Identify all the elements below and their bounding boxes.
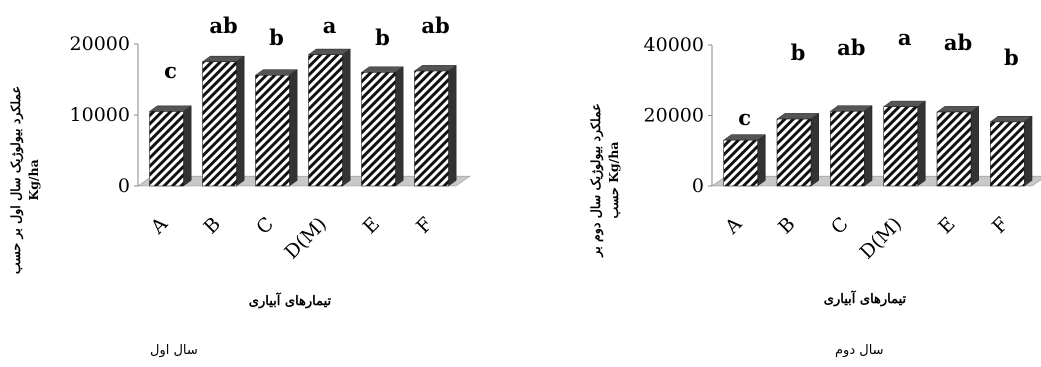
bar-front [202, 61, 237, 187]
y-tick-label: 0 [692, 175, 704, 197]
x-tick-label: F [412, 213, 437, 238]
bar-F [413, 64, 457, 187]
bar-front [883, 106, 918, 187]
y-tick-label: 40000 [644, 34, 704, 56]
bar-top [882, 100, 927, 107]
y-tick-label: 20000 [70, 33, 130, 55]
significance-letter: ab [421, 13, 449, 38]
bar-side [810, 112, 819, 187]
significance-letter: b [269, 25, 284, 50]
bar-top [254, 69, 298, 76]
bar-front [723, 139, 758, 187]
significance-letter: c [164, 58, 177, 83]
chart-year-1: 0 10000 20000 c Aab Bb Ca D(M) b Eab F عملکرد بیولو… [8, 13, 471, 309]
x-axis-title: تیمارهای آبیاری [249, 292, 332, 309]
bar-side [864, 105, 873, 187]
x-tick-label: D(M) [856, 213, 907, 264]
x-tick-label: B [200, 213, 225, 238]
x-tick-label: F [988, 213, 1013, 238]
y-axis-title: عملکرد بیولوژیک سال اول بر حسب Kg/ha [8, 86, 41, 274]
y-tick-label: 20000 [644, 105, 704, 127]
bar-front [308, 54, 343, 187]
bar-B [776, 112, 820, 187]
bar-side [289, 69, 298, 187]
bar-front [255, 74, 290, 187]
y-axis-title: عملکرد بیولوژیک سال دوم بر حسب Kg/ha [588, 103, 621, 257]
bar-front [414, 70, 449, 187]
x-tick-label: C [252, 213, 278, 239]
significance-letter: a [898, 25, 912, 50]
bar-top [776, 113, 820, 120]
bar-A [148, 105, 192, 187]
bar-E [360, 66, 404, 187]
x-tick-label: A [720, 213, 746, 239]
x-tick-label: E [359, 213, 384, 238]
bar-top [148, 105, 192, 112]
x-tick-label: A [146, 213, 172, 239]
significance-letter: a [323, 13, 337, 38]
bar-top [722, 134, 767, 141]
bar-E [936, 105, 980, 187]
bar-front [149, 111, 184, 187]
significance-letter: c [738, 105, 751, 130]
y-tick-label: 10000 [70, 104, 130, 126]
bar-C [254, 69, 298, 187]
x-tick-label: C [827, 213, 853, 239]
bar-side [757, 134, 766, 187]
bar-front [776, 118, 812, 187]
bar-side [395, 66, 404, 187]
significance-letter: b [791, 40, 806, 65]
bar-front [936, 111, 972, 187]
significance-letter: ab [837, 35, 865, 60]
bar-side [342, 48, 351, 187]
bar-B [201, 55, 245, 187]
bar-side [1024, 115, 1033, 187]
bar-F [989, 115, 1033, 187]
bar-top [201, 55, 245, 62]
x-tick-label: D(M) [280, 213, 331, 264]
bar-A [722, 134, 767, 187]
bar-C [829, 105, 873, 187]
x-axis-title: تیمارهای آبیاری [824, 290, 907, 307]
chart-year-2: 0 20000 40000 c Ab Bab Ca D(M) ab Eb F عملکرد بیولو… [588, 25, 1041, 307]
bar-side [970, 105, 979, 187]
bar-side [183, 105, 192, 187]
bar-top [936, 106, 980, 113]
significance-letter: b [1004, 45, 1019, 70]
significance-letter: b [375, 25, 390, 50]
bar-front [990, 121, 1025, 187]
bar-front [830, 110, 865, 187]
bar-D(M) [882, 100, 927, 187]
bar-side [448, 64, 457, 187]
bar-top [413, 65, 457, 72]
bar-top [829, 105, 873, 112]
bar-top [989, 115, 1033, 123]
x-tick-label: B [774, 213, 799, 238]
bar-side [236, 55, 245, 187]
bar-top [307, 48, 351, 55]
significance-letter: ab [209, 13, 237, 38]
x-tick-label: E [934, 213, 959, 238]
caption-year-2: سال دوم [835, 343, 884, 358]
bar-D(M) [307, 48, 351, 187]
significance-letter: ab [944, 30, 972, 55]
bar-front [361, 72, 396, 187]
caption-year-1: سال اول [150, 343, 198, 358]
y-tick-label: 0 [118, 175, 130, 197]
bar-top [360, 66, 404, 73]
bar-side [917, 100, 926, 187]
